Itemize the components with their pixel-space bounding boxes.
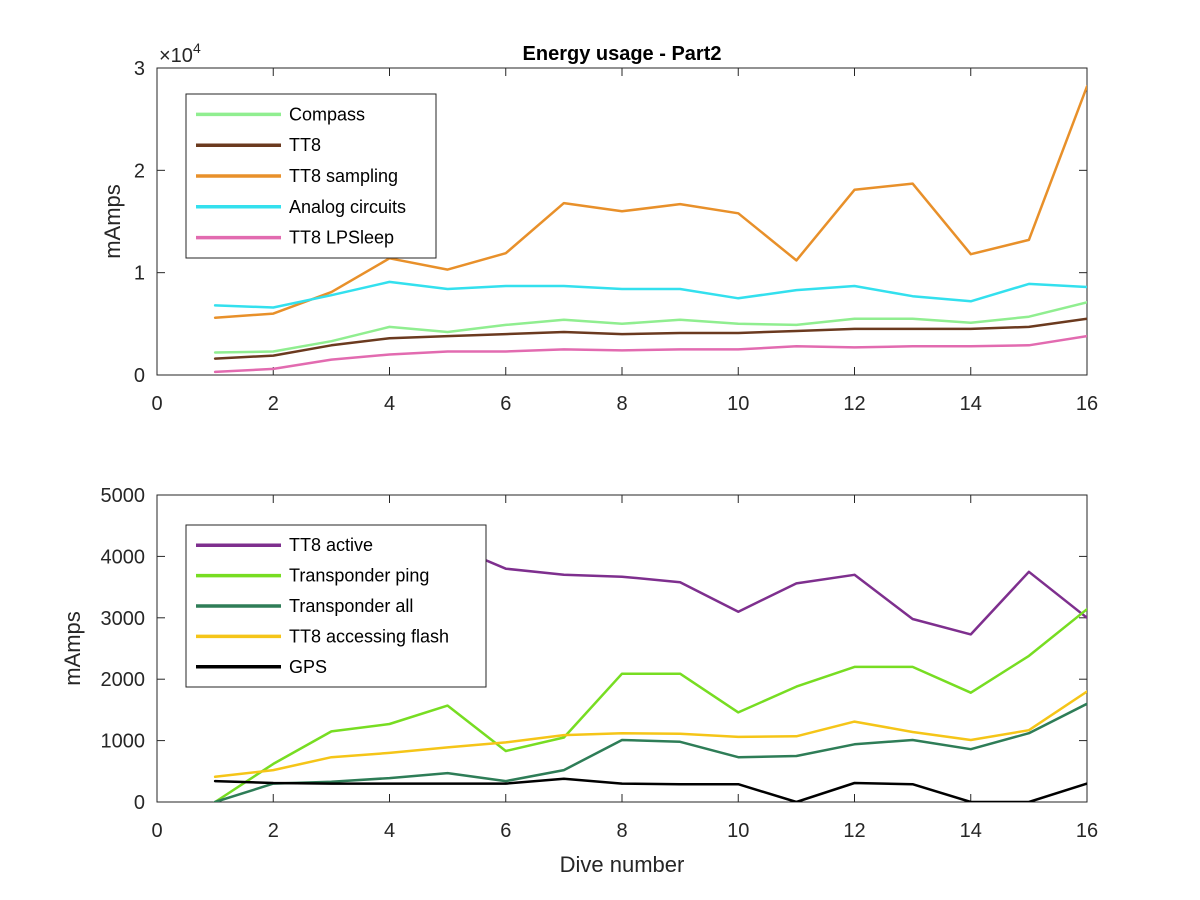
legend-label-analog-circuits: Analog circuits: [289, 197, 406, 217]
x-tick-label: 14: [960, 820, 982, 842]
x-tick-label: 12: [843, 393, 865, 415]
series-line-tt8-lpsleep: [213, 334, 1087, 374]
y-exponent-base: ×10: [159, 45, 193, 67]
x-tick-label: 2: [268, 393, 279, 415]
x-tick-label: 8: [616, 393, 627, 415]
y-axis-label: mAmps: [100, 184, 125, 259]
y-tick-label: 2: [134, 160, 145, 182]
y-exponent-power: 4: [193, 40, 201, 56]
x-tick-label: 10: [727, 393, 749, 415]
x-tick-label: 6: [500, 393, 511, 415]
x-axis-label: Dive number: [560, 852, 685, 877]
x-tick-label: 16: [1076, 820, 1098, 842]
x-tick-label: 12: [843, 820, 865, 842]
series-line-tt8-sampling: [213, 85, 1087, 319]
x-tick-label: 6: [500, 820, 511, 842]
legend-label-transponder-all: Transponder all: [289, 596, 413, 616]
y-tick-label: 5000: [101, 485, 146, 507]
x-tick-label: 0: [151, 820, 162, 842]
legend-label-gps: GPS: [289, 657, 327, 677]
x-tick-label: 0: [151, 393, 162, 415]
legend-label-transponder-ping: Transponder ping: [289, 566, 429, 586]
legend-box: [185, 524, 487, 688]
legend-label-tt8-active: TT8 active: [289, 535, 373, 555]
y-tick-label: 0: [134, 792, 145, 814]
chart-title: Energy usage - Part2: [523, 43, 722, 65]
y-tick-label: 3: [134, 58, 145, 80]
y-exponent-label: ×104: [159, 40, 201, 67]
y-tick-label: 1000: [101, 731, 146, 753]
x-tick-label: 2: [268, 820, 279, 842]
series-line-transponder-ping: [213, 607, 1087, 802]
series-line-compass: [213, 301, 1087, 354]
y-tick-label: 4000: [101, 546, 146, 568]
legend-label-tt8-lpsleep: TT8 LPSleep: [289, 228, 394, 248]
series-group: [213, 530, 1087, 802]
series-line-analog-circuits: [213, 280, 1087, 309]
series-line-gps: [213, 777, 1087, 802]
legend-label-compass: Compass: [289, 104, 365, 124]
series-group: [213, 85, 1087, 374]
legend-label-tt8-accessing-flash: TT8 accessing flash: [289, 626, 449, 646]
y-tick-label: 1: [134, 263, 145, 285]
y-tick-label: 2000: [101, 669, 146, 691]
series-line-tt8: [213, 317, 1087, 360]
x-tick-label: 16: [1076, 393, 1098, 415]
series-line-transponder-all: [213, 702, 1087, 802]
x-tick-label: 10: [727, 820, 749, 842]
legend-label-tt8: TT8: [289, 135, 321, 155]
x-tick-label: 4: [384, 393, 395, 415]
y-tick-label: 0: [134, 365, 145, 387]
x-tick-label: 8: [616, 820, 627, 842]
legend: TT8 active Transponder ping Transponder al…: [185, 524, 487, 688]
legend-label-tt8-sampling: TT8 sampling: [289, 166, 398, 186]
y-tick-label: 3000: [101, 608, 146, 630]
bottom-chart-panel: 0 2 4 6 8 10 12 14 16 0 1000 2000 3000 4000 5000 mAmps D…: [60, 485, 1098, 877]
x-tick-label: 14: [960, 393, 982, 415]
legend: Compass TT8 TT8 sampling Analog circuits TT8…: [185, 93, 437, 259]
y-axis-label: mAmps: [60, 611, 85, 686]
series-line-tt8-accessing-flash: [213, 690, 1087, 779]
x-tick-label: 4: [384, 820, 395, 842]
